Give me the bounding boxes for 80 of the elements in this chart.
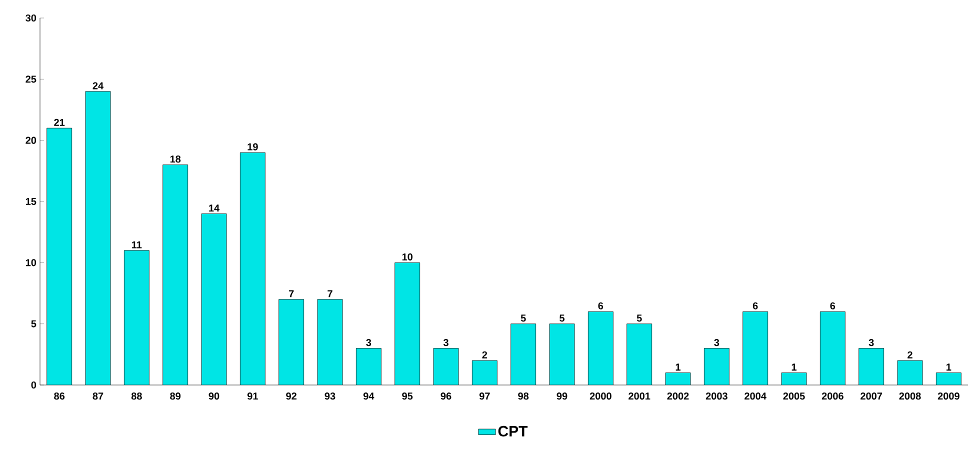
data-label: 3 [714,339,720,346]
x-tick-label: 99 [556,392,568,400]
data-label: 1 [676,364,681,371]
data-label: 6 [598,302,604,310]
data-label: 2 [482,351,488,358]
x-tick-label: 2009 [938,392,960,400]
x-tick-label: 89 [170,392,181,400]
bar [124,250,150,385]
y-tick-label: 10 [26,259,36,266]
data-label: 2 [908,351,912,358]
data-label: 19 [248,143,258,150]
bar [742,312,768,385]
data-label: 10 [402,253,412,260]
bar [202,214,227,385]
x-tick-label: 2004 [744,392,766,400]
bar [162,164,188,385]
y-tick-label: 25 [26,76,36,83]
bar [356,348,382,385]
bar [782,372,807,385]
data-label: 18 [170,156,181,163]
data-label: 5 [636,314,642,322]
x-tick-label: 92 [286,392,296,400]
data-label: 1 [792,364,797,371]
x-tick-label: 91 [247,392,258,400]
data-label: 6 [752,302,758,310]
x-tick-label: 96 [440,392,452,400]
x-tick-label: 94 [363,392,374,400]
bar [472,360,498,385]
bar [318,299,342,385]
data-label: 1 [946,364,952,371]
x-tick-label: 2006 [822,392,844,400]
x-tick-label: 2003 [706,392,728,400]
x-tick-label: 2007 [860,392,882,400]
data-label: 3 [366,339,372,346]
x-tick-label: 2002 [667,392,689,400]
bar [278,299,304,385]
bar [936,372,962,385]
bar [550,324,575,385]
data-label: 3 [443,339,448,346]
y-tick-label: 20 [26,136,36,144]
bar [46,128,72,385]
bar [858,348,884,385]
data-label: 24 [92,82,104,90]
y-tick-label: 15 [26,198,36,205]
data-label: 21 [54,118,65,126]
bar [394,262,420,385]
x-tick-label: 98 [518,392,529,400]
x-tick-label: 97 [479,392,490,400]
x-tick-label: 95 [402,392,413,400]
bar [240,152,266,385]
data-label: 3 [868,339,874,346]
x-tick-label: 88 [131,392,142,400]
data-label: 7 [288,290,294,298]
x-tick-label: 2005 [783,392,805,400]
y-tick-label: 30 [26,14,36,22]
bar [626,324,652,385]
data-label: 5 [520,314,526,322]
x-tick-label: 2001 [628,392,650,400]
data-label: 7 [328,290,332,298]
bar [666,372,690,385]
bar [704,348,730,385]
x-tick-label: 93 [324,392,336,400]
legend-label: CPT [498,426,528,437]
y-tick-label: 0 [31,381,36,389]
x-tick-label: 2000 [590,392,612,400]
bar [588,312,614,385]
bar [898,360,922,385]
bar [510,324,536,385]
data-label: 6 [830,302,836,310]
x-tick-label: 87 [92,392,104,400]
x-tick-label: 2008 [899,392,921,400]
data-label: 11 [132,241,142,248]
x-tick-label: 86 [54,392,65,400]
bar [86,91,111,385]
data-label: 5 [560,314,565,322]
bar [434,348,459,385]
y-tick-label: 5 [31,320,36,328]
x-tick-label: 90 [208,392,220,400]
data-label: 14 [209,204,220,212]
bar [820,312,846,385]
